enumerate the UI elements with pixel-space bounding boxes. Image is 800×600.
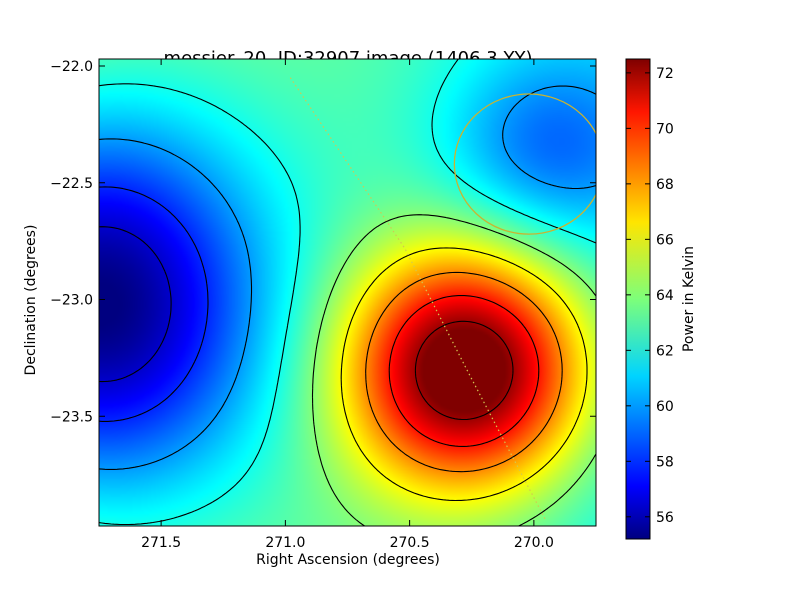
- contour-line: [99, 226, 172, 383]
- heatmap-image: [99, 59, 596, 526]
- y-tick-label: −23.0: [50, 293, 93, 309]
- colorbar: 56 58 60 62 64 66 68 70 72 Power in Kelvin: [625, 58, 697, 540]
- contour-line: [311, 214, 596, 526]
- x-axis-label: Right Ascension (degrees): [256, 552, 440, 568]
- colorbar-tick-label: 64: [656, 288, 674, 304]
- colorbar-tick-label: 70: [656, 121, 674, 137]
- x-tick-label: 270.0: [514, 535, 554, 551]
- x-tick-label: 271.0: [265, 535, 305, 551]
- x-tick-label: 270.5: [390, 535, 430, 551]
- colorbar-frame: [625, 58, 651, 540]
- colorbar-tick-label: 66: [656, 232, 674, 248]
- colorbar-label: Power in Kelvin: [681, 246, 697, 352]
- y-tick-label: −23.5: [50, 409, 93, 425]
- colorbar-gradient: [626, 59, 650, 539]
- contour-line: [388, 294, 540, 447]
- contour-line: [99, 186, 209, 422]
- y-axis-label: Declination (degrees): [23, 225, 39, 376]
- contour-layer: [99, 59, 596, 526]
- overlay-layer: [289, 77, 596, 522]
- colorbar-tick-label: 56: [656, 510, 674, 526]
- contour-line: [99, 59, 596, 526]
- plot-frame: [98, 58, 597, 527]
- colorbar-tick-label: 68: [656, 177, 674, 193]
- x-tick-label: 271.5: [141, 535, 181, 551]
- y-tick-label: −22.5: [50, 176, 93, 192]
- x-axis: 271.5 271.0 270.5 270.0: [141, 59, 554, 551]
- colorbar-tick-label: 58: [656, 454, 674, 470]
- contour-line: [340, 247, 588, 502]
- beam-circle: [453, 93, 596, 235]
- contour-line: [414, 320, 514, 421]
- contour-line: [99, 85, 596, 470]
- colorbar-tick-label: 60: [656, 399, 674, 415]
- y-axis: −22.0 −22.5 −23.0 −23.5: [50, 59, 596, 425]
- colorbar-tick-label: 72: [656, 66, 674, 82]
- colorbar-tick-label: 62: [656, 343, 674, 359]
- plot-area: [98, 58, 597, 527]
- contour-line: [365, 271, 563, 473]
- colorbar-ticks: 56 58 60 62 64 66 68 70 72: [626, 66, 674, 526]
- y-tick-label: −22.0: [50, 59, 93, 75]
